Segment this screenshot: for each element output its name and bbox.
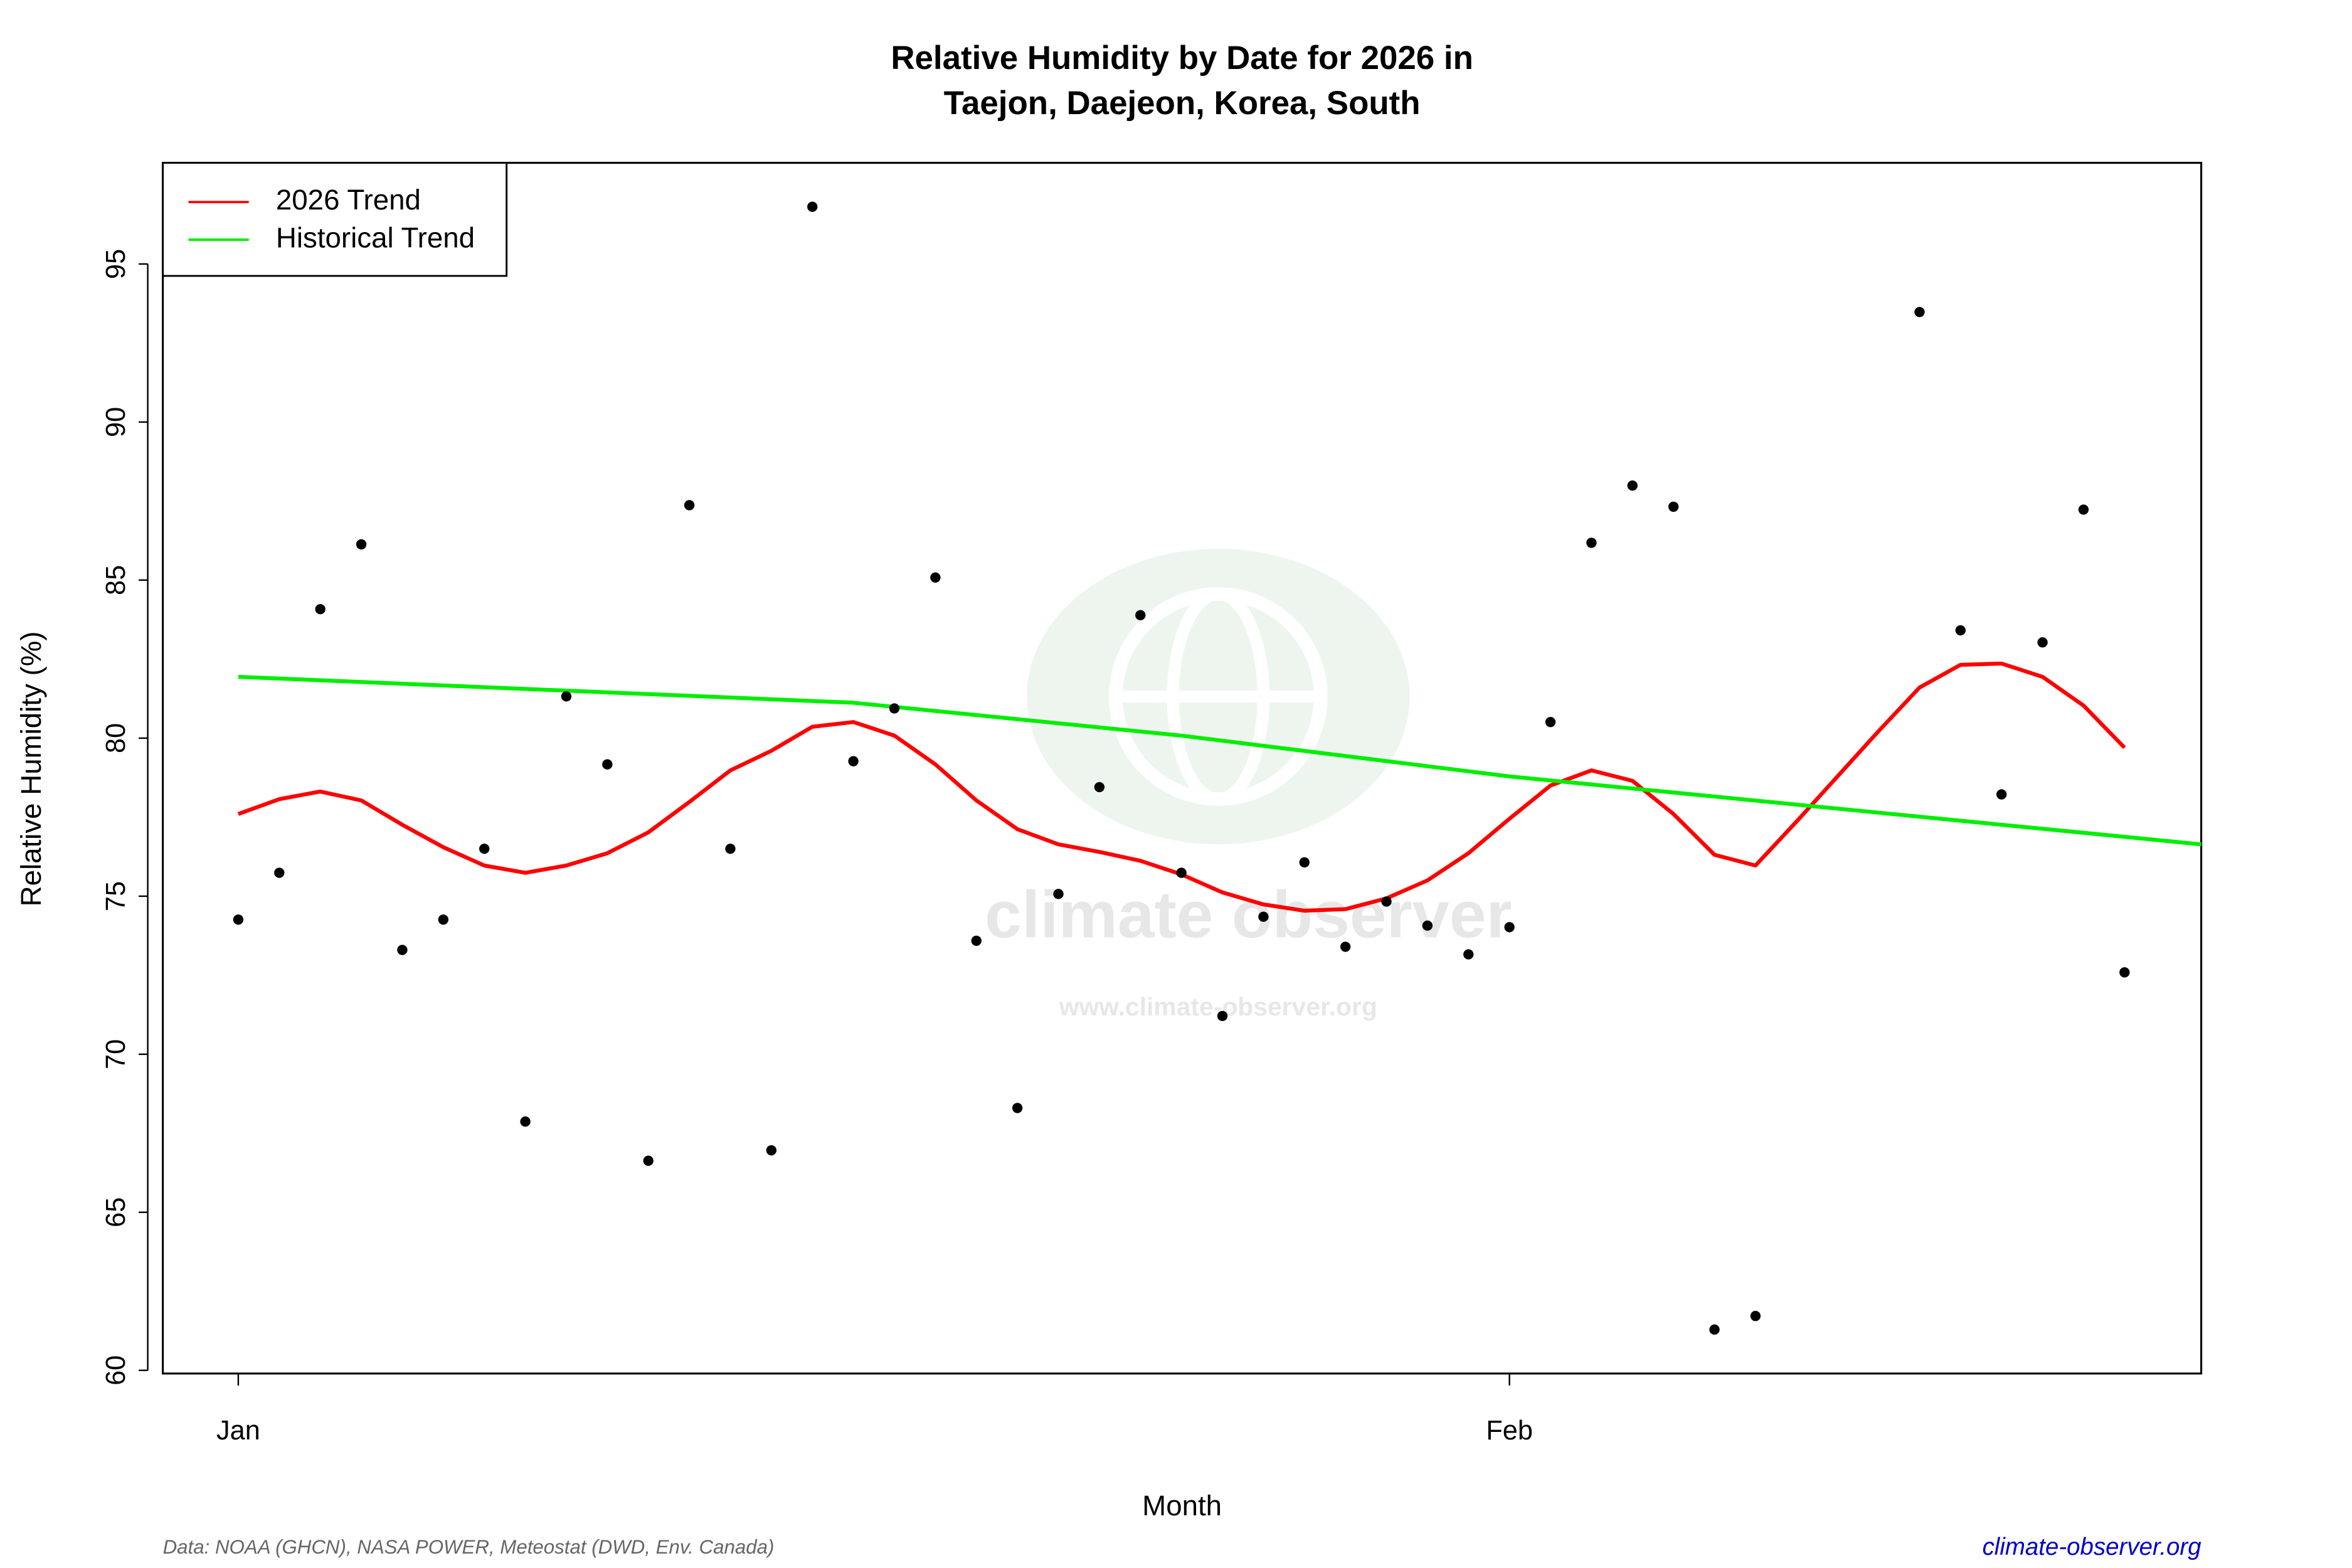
y-tick-label: 90	[101, 407, 131, 437]
watermark-logo	[1027, 549, 1410, 845]
data-point	[1340, 941, 1351, 952]
data-point	[1135, 610, 1146, 621]
data-point	[1299, 857, 1310, 868]
data-point	[1709, 1324, 1720, 1335]
data-point	[2037, 637, 2048, 648]
legend-label: 2026 Trend	[276, 184, 421, 216]
y-axis-label: Relative Humidity (%)	[15, 632, 47, 907]
trend-line	[238, 674, 2201, 847]
data-point	[438, 914, 448, 925]
data-point	[1176, 867, 1187, 878]
website-link[interactable]: climate-observer.org	[1983, 1534, 2202, 1560]
x-tick-label: Jan	[216, 1416, 260, 1446]
data-point	[1053, 889, 1064, 899]
y-tick-label: 75	[101, 881, 131, 911]
watermark-globe	[1167, 588, 1270, 805]
data-point	[1750, 1311, 1761, 1322]
data-point	[725, 844, 736, 854]
y-tick-label: 65	[101, 1197, 131, 1227]
data-point	[930, 572, 941, 583]
data-point	[848, 756, 859, 766]
data-point	[1381, 896, 1392, 907]
data-point	[561, 691, 572, 702]
chart-title: Taejon, Daejeon, Korea, South	[944, 85, 1421, 122]
data-point	[1422, 920, 1433, 931]
x-tick-label: Feb	[1486, 1416, 1533, 1446]
data-point	[1094, 781, 1105, 793]
legend-box	[162, 162, 508, 277]
data-point	[1258, 911, 1269, 922]
data-point	[520, 1116, 531, 1127]
y-tick-label: 60	[101, 1355, 131, 1385]
data-point	[1914, 307, 1925, 317]
data-point	[1545, 717, 1556, 728]
watermark-text: climate observer	[985, 877, 1512, 951]
data-point	[356, 539, 367, 550]
data-point	[1668, 501, 1679, 512]
data-point	[684, 500, 695, 511]
data-point	[315, 604, 326, 615]
data-point	[766, 1145, 777, 1156]
data-point	[1217, 1010, 1228, 1022]
data-point	[602, 759, 613, 770]
y-tick-label: 70	[101, 1039, 131, 1069]
data-point	[971, 935, 982, 946]
data-point	[1586, 538, 1597, 548]
data-point	[1627, 480, 1638, 491]
data-point	[1955, 625, 1966, 636]
y-tick-label: 95	[101, 249, 131, 279]
data-point	[807, 201, 818, 212]
data-point	[1012, 1103, 1023, 1113]
data-point	[397, 945, 408, 955]
data-point	[233, 914, 244, 925]
watermark: climate observer www.climate-observer.or…	[985, 549, 1512, 1021]
data-point	[1996, 789, 2007, 800]
source-note: Data: NOAA (GHCN), NASA POWER, Meteostat…	[163, 1536, 775, 1558]
data-point	[889, 703, 900, 714]
data-point	[2119, 967, 2130, 978]
data-point	[2078, 504, 2089, 515]
x-axis-label: Month	[1142, 1490, 1222, 1522]
data-point	[643, 1155, 654, 1166]
data-point	[1463, 949, 1474, 960]
watermark-globe	[1109, 587, 1328, 806]
legend-label: Historical Trend	[276, 221, 475, 253]
y-tick-label: 85	[101, 565, 131, 595]
data-point	[479, 844, 490, 854]
legend: 2026 Trend Historical Trend	[162, 162, 508, 277]
plot-frame	[162, 162, 2203, 1375]
data-point	[1504, 922, 1515, 933]
chart-title: Relative Humidity by Date for 2026 in	[891, 40, 1473, 77]
data-point	[274, 867, 285, 878]
y-tick-label: 80	[101, 723, 131, 753]
